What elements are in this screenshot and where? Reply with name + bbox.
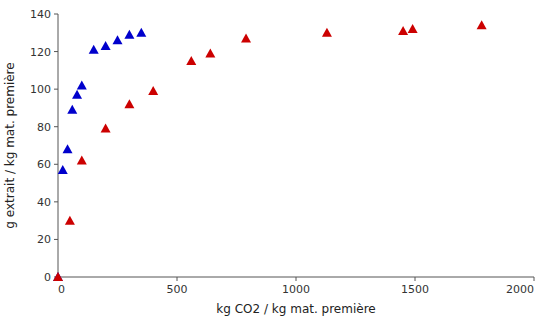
point [186, 56, 196, 65]
y-tick-label: 0 [44, 271, 51, 284]
y-tick-label: 120 [30, 46, 51, 59]
y-tick [54, 89, 58, 90]
point [148, 86, 158, 95]
series [53, 20, 487, 281]
point [77, 80, 87, 89]
point [101, 124, 111, 133]
x-tick [415, 277, 416, 281]
point [67, 105, 77, 114]
point [77, 156, 87, 165]
axes: 0 500 1000 1500 2000 0 20 40 60 80 100 120 140 [30, 8, 534, 296]
point [241, 33, 251, 42]
x-tick-label: 500 [167, 283, 188, 296]
point [398, 26, 408, 35]
chart: 0 500 1000 1500 2000 0 20 40 60 80 100 120 140 kg CO2… [0, 0, 552, 319]
x-tick-label: 1000 [282, 283, 310, 296]
point [477, 20, 487, 29]
y-tick-label: 80 [37, 121, 51, 134]
y-tick-label: 140 [30, 8, 51, 21]
x-tick [534, 277, 535, 281]
y-tick-label: 100 [30, 83, 51, 96]
x-tick-label: 2000 [506, 283, 534, 296]
points [53, 20, 487, 281]
x-tick-label: 0 [58, 283, 65, 296]
series [53, 28, 146, 281]
y-tick-label: 60 [37, 158, 51, 171]
point [113, 35, 123, 44]
point [205, 48, 215, 57]
point [89, 45, 99, 54]
y-tick [54, 14, 58, 15]
y-tick [54, 51, 58, 52]
point [322, 28, 332, 37]
point [136, 28, 146, 37]
point [72, 90, 82, 99]
point [124, 30, 134, 39]
point [58, 165, 68, 174]
point [53, 272, 63, 281]
y-tick [54, 164, 58, 165]
y-tick-label: 20 [37, 233, 51, 246]
point [63, 144, 73, 153]
y-tick [54, 201, 58, 202]
y-tick [54, 239, 58, 240]
point [101, 41, 111, 50]
x-tick [296, 277, 297, 281]
chart-container: 0 500 1000 1500 2000 0 20 40 60 80 100 120 140 kg CO2… [0, 0, 552, 319]
y-tick-label: 40 [37, 196, 51, 209]
point [65, 216, 75, 225]
y-tick [54, 126, 58, 127]
x-axis-label: kg CO2 / kg mat. première [216, 302, 375, 316]
x-tick-label: 1500 [401, 283, 429, 296]
x-tick [177, 277, 178, 281]
y-axis-line [58, 14, 59, 277]
y-axis-label: g extrait / kg mat. première [3, 62, 17, 228]
point [124, 99, 134, 108]
point [408, 24, 418, 33]
point [53, 272, 63, 281]
